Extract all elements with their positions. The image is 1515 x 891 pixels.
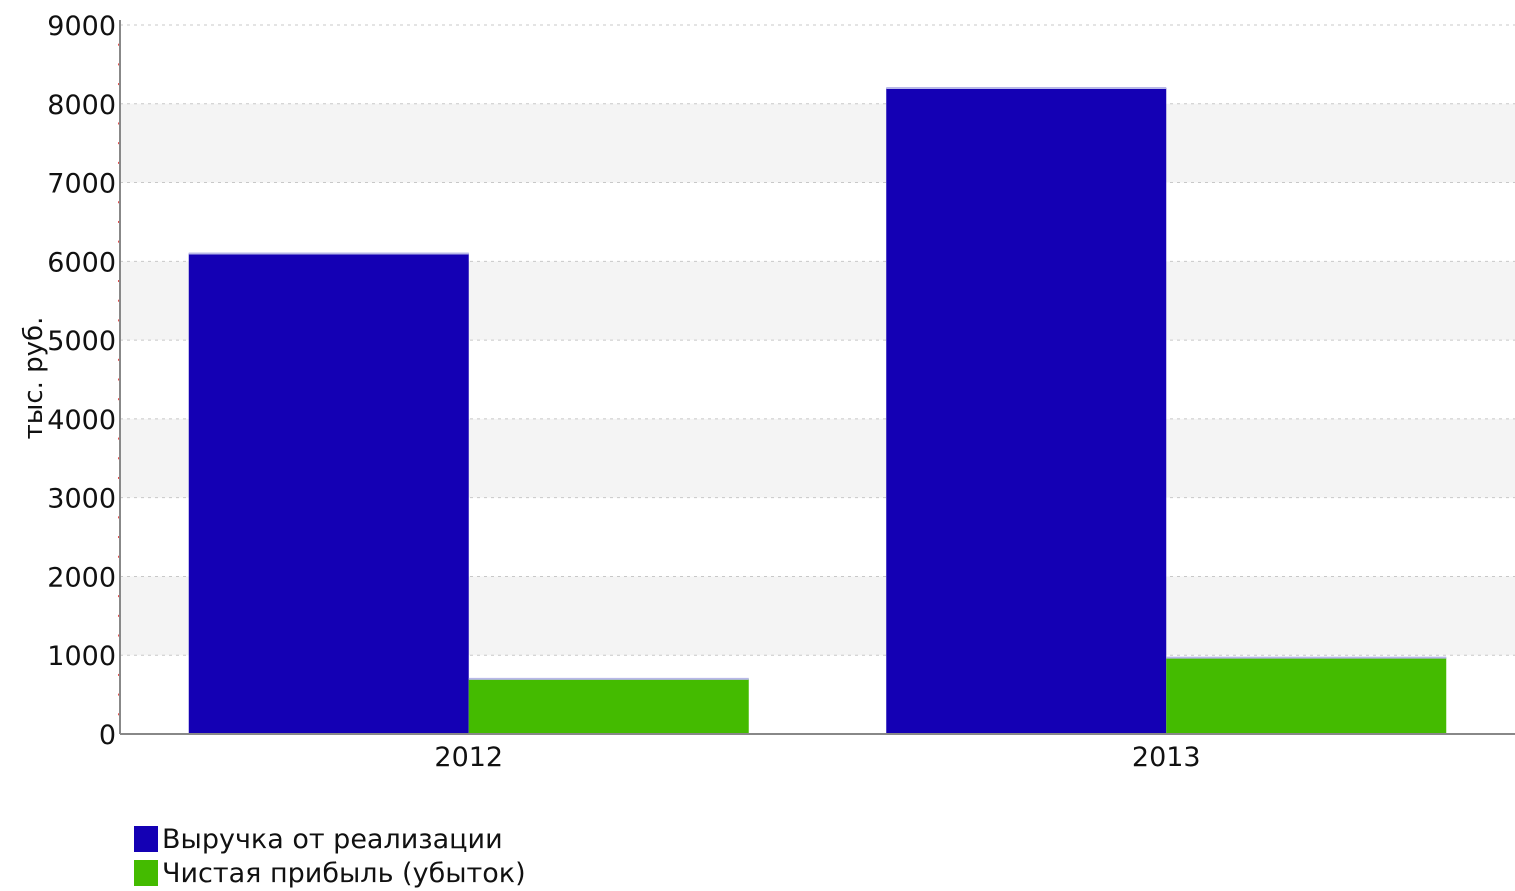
legend-swatch-revenue [134, 826, 158, 852]
y-tick-label: 7000 [47, 169, 116, 200]
legend-swatch-net-profit [134, 860, 158, 886]
bar-net-profit-2012 [468, 678, 749, 734]
y-tick-label: 8000 [47, 90, 116, 121]
legend-label-net-profit: Чистая прибыль (убыток) [162, 857, 526, 889]
y-tick-label: 2000 [47, 562, 116, 593]
bars [188, 87, 1447, 735]
y-tick-label: 3000 [47, 484, 116, 515]
y-tick-label: 1000 [47, 641, 116, 672]
legend-item-revenue: Выручка от реализации [134, 822, 526, 856]
background-band [120, 103, 1515, 183]
axes [118, 20, 1515, 735]
y-tick-label: 4000 [47, 405, 116, 436]
bar-revenue-2012 [188, 253, 469, 734]
bar-net-profit-2013 [1166, 657, 1447, 734]
legend-label-revenue: Выручка от реализации [162, 823, 503, 855]
legend-item-net-profit: Чистая прибыль (убыток) [134, 856, 526, 890]
x-tick-label: 2012 [434, 742, 503, 773]
y-tick-label: 5000 [47, 326, 116, 357]
bar-revenue-2013 [886, 88, 1167, 735]
y-tick-labels: 0 1000 2000 3000 4000 5000 6000 7000 8000 9000 [47, 11, 116, 751]
y-tick-label: 0 [99, 720, 116, 751]
y-tick-label: 6000 [47, 247, 116, 278]
y-tick-label: 9000 [47, 11, 116, 42]
x-tick-label: 2013 [1132, 742, 1201, 773]
x-tick-labels: 2012 2013 [434, 742, 1200, 773]
legend: Выручка от реализации Чистая прибыль (уб… [134, 822, 526, 890]
background-bands [120, 103, 1515, 656]
y-axis-title: тыс. руб. [19, 317, 49, 440]
